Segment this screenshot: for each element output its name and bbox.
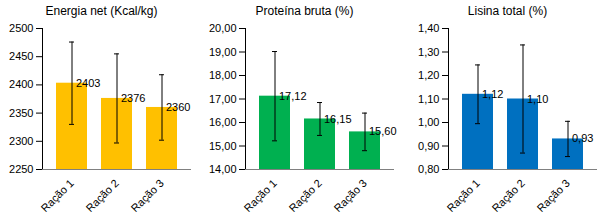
svg-text:20,00: 20,00 — [209, 22, 237, 34]
svg-text:1,40: 1,40 — [418, 22, 439, 34]
svg-text:15,60: 15,60 — [369, 125, 397, 137]
svg-text:Ração 1: Ração 1 — [38, 177, 75, 214]
svg-text:17,12: 17,12 — [279, 90, 307, 102]
html-text:Proteína bruta (%): Proteína bruta (%) — [255, 4, 354, 18]
svg-text:2250: 2250 — [9, 163, 33, 175]
svg-text:1,20: 1,20 — [418, 69, 439, 81]
svg-text:15,00: 15,00 — [209, 140, 237, 152]
svg-text:Ração 2: Ração 2 — [489, 177, 526, 214]
svg-text:2500: 2500 — [9, 22, 33, 34]
svg-text:2400: 2400 — [9, 78, 33, 90]
svg-text:1,30: 1,30 — [418, 46, 439, 58]
svg-text:0,93: 0,93 — [572, 132, 593, 144]
svg-text:16,15: 16,15 — [324, 112, 352, 124]
svg-text:2376: 2376 — [121, 92, 145, 104]
html-text:Energia net (Kcal/kg): Energia net (Kcal/kg) — [45, 4, 158, 18]
html-text:Lisina total (%): Lisina total (%) — [467, 4, 548, 18]
svg-text:1,00: 1,00 — [418, 116, 439, 128]
svg-text:2300: 2300 — [9, 135, 33, 147]
svg-text:Ração 1: Ração 1 — [241, 177, 278, 214]
svg-text:16,00: 16,00 — [209, 116, 237, 128]
svg-text:Ração 3: Ração 3 — [534, 177, 571, 214]
svg-text:17,00: 17,00 — [209, 93, 237, 105]
svg-text:18,00: 18,00 — [209, 69, 237, 81]
svg-text:1,10: 1,10 — [418, 93, 439, 105]
svg-text:0,80: 0,80 — [418, 163, 439, 175]
svg-text:0,90: 0,90 — [418, 140, 439, 152]
svg-text:Ração 2: Ração 2 — [83, 177, 120, 214]
svg-text:Ração 1: Ração 1 — [444, 177, 481, 214]
svg-text:2450: 2450 — [9, 50, 33, 62]
svg-text:2360: 2360 — [166, 101, 190, 113]
svg-text:1,12: 1,12 — [482, 88, 503, 100]
svg-text:2403: 2403 — [76, 77, 100, 89]
svg-text:1,10: 1,10 — [527, 93, 548, 105]
svg-text:Ração 3: Ração 3 — [128, 177, 165, 214]
svg-text:14,00: 14,00 — [209, 163, 237, 175]
svg-text:19,00: 19,00 — [209, 46, 237, 58]
svg-text:Ração 3: Ração 3 — [331, 177, 368, 214]
svg-text:2350: 2350 — [9, 107, 33, 119]
svg-text:Ração 2: Ração 2 — [286, 177, 323, 214]
